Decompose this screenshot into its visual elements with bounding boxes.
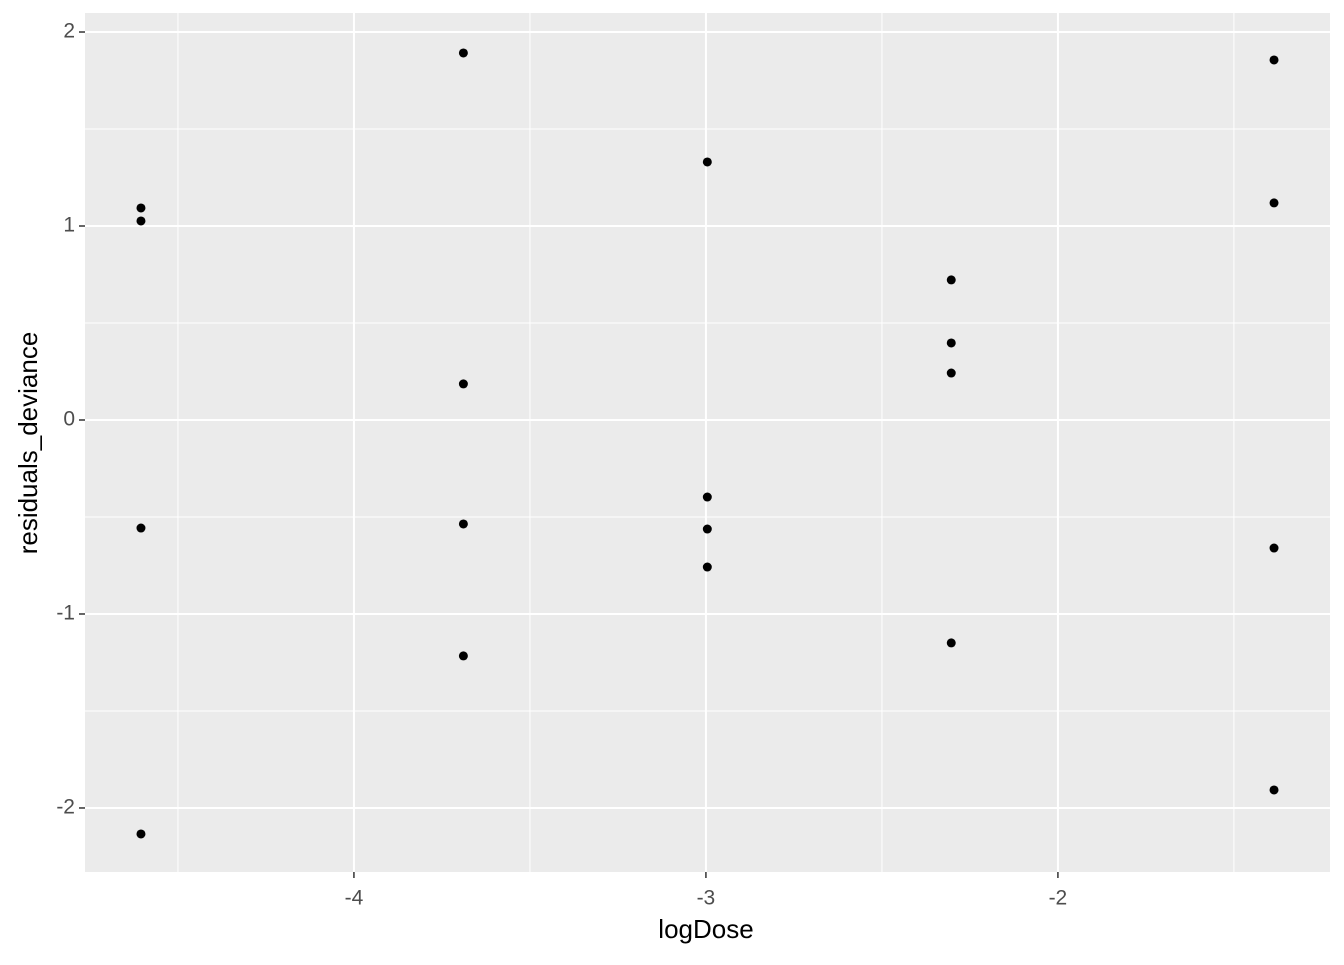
- point: [458, 519, 468, 529]
- point: [136, 829, 146, 839]
- y-tick-label: -2: [56, 796, 75, 819]
- point: [946, 338, 956, 348]
- panel: [85, 13, 1330, 872]
- x-tick-label: -4: [345, 887, 364, 910]
- point: [1269, 543, 1279, 553]
- y-tick-label: -1: [56, 602, 75, 625]
- y-tick-label: 2: [63, 20, 75, 43]
- point: [702, 562, 712, 572]
- point: [136, 523, 146, 533]
- point: [458, 48, 468, 58]
- y-tick-label: 1: [63, 214, 75, 237]
- point: [702, 492, 712, 502]
- point: [702, 524, 712, 534]
- point: [136, 216, 146, 226]
- x-axis-title: logDose: [658, 914, 753, 944]
- point: [946, 368, 956, 378]
- y-tick-label: 0: [63, 408, 75, 431]
- point: [136, 203, 146, 213]
- x-tick-label: -3: [697, 887, 716, 910]
- y-axis-title: residuals_deviance: [13, 332, 43, 555]
- point: [946, 638, 956, 648]
- x-tick-label: -2: [1049, 887, 1068, 910]
- point: [1269, 55, 1279, 65]
- point: [702, 157, 712, 167]
- point: [1269, 198, 1279, 208]
- point: [458, 651, 468, 661]
- point: [946, 275, 956, 285]
- point: [1269, 785, 1279, 795]
- point: [458, 379, 468, 389]
